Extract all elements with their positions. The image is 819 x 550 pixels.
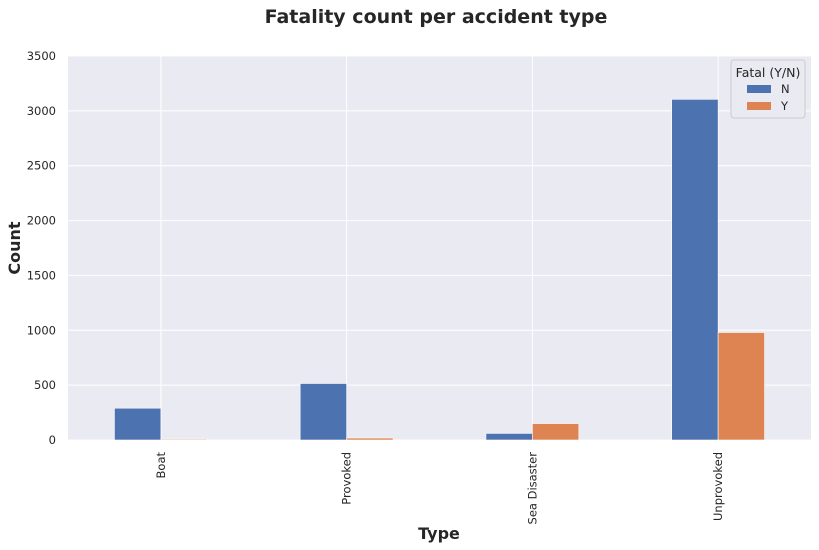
bar-N-boat: [114, 407, 162, 441]
y-tick-label: 1000: [27, 323, 56, 337]
y-tick-label: 3500: [27, 49, 56, 63]
x-tick-label: Provoked: [340, 452, 354, 505]
y-axis-label: Count: [5, 221, 24, 275]
y-tick-labels: 0 500 1000 1500 2000 2500 3000 3500: [27, 49, 56, 447]
bar-Y-boat: [160, 438, 208, 441]
legend-label-N: N: [781, 82, 790, 96]
y-tick-label: 2000: [27, 214, 56, 228]
bar-N-unprovoked: [671, 99, 719, 441]
legend-swatch-Y: [747, 102, 771, 110]
bar-N-sea-disaster: [485, 433, 533, 441]
legend: Fatal (Y/N) NY: [730, 59, 806, 119]
y-tick-label: 0: [49, 433, 56, 447]
legend-swatch-N: [747, 85, 771, 93]
legend-label-Y: Y: [780, 99, 789, 113]
bars: [114, 99, 765, 441]
bar-Y-unprovoked: [717, 332, 765, 441]
bar-Y-sea-disaster: [532, 423, 580, 441]
y-tick-label: 1500: [27, 268, 56, 282]
x-tick-label: Sea Disaster: [525, 452, 539, 525]
x-tick-label: Unprovoked: [711, 452, 725, 521]
y-tick-label: 3000: [27, 104, 56, 118]
bar-N-provoked: [299, 383, 347, 441]
legend-title: Fatal (Y/N): [736, 65, 801, 80]
grid-lines: [68, 55, 811, 441]
x-tick-labels: Boat Provoked Sea Disaster Unprovoked: [154, 452, 725, 525]
x-tick-label: Boat: [154, 452, 168, 479]
legend-items: NY: [747, 82, 790, 113]
y-tick-label: 2500: [27, 159, 56, 173]
bar-Y-provoked: [346, 437, 394, 441]
chart-title: Fatality count per accident type: [265, 6, 608, 28]
y-tick-label: 500: [34, 378, 56, 392]
x-axis-label: Type: [418, 524, 460, 543]
